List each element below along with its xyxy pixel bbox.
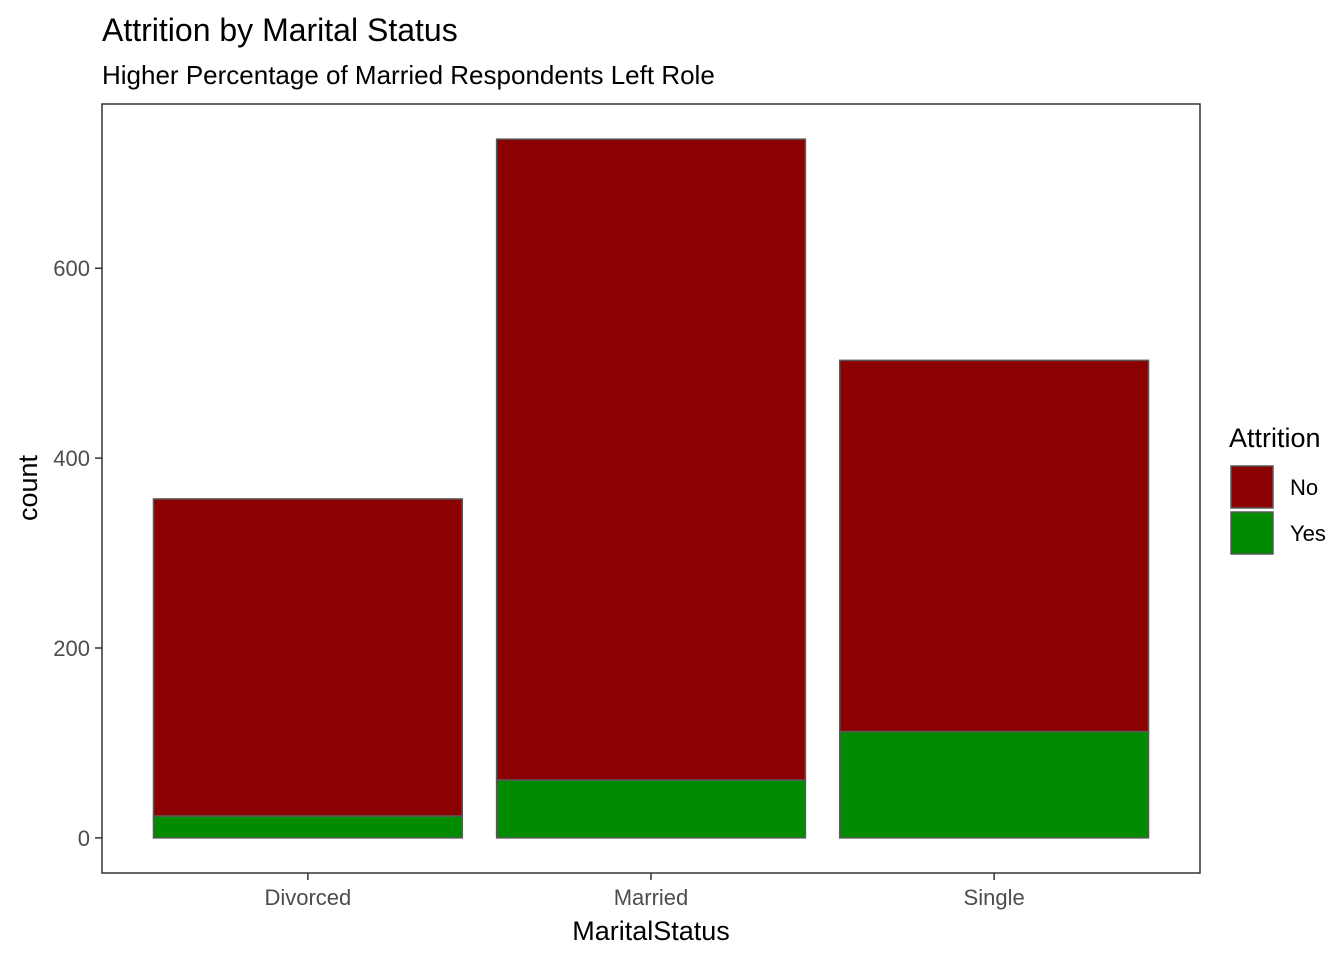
bar-divorced-yes (152, 815, 464, 839)
legend: Attrition No Yes (1229, 423, 1326, 555)
y-tick-label: 400 (53, 446, 90, 471)
y-tick-label: 0 (78, 826, 90, 851)
x-axis: Divorced Married Single (264, 873, 1025, 910)
chart-title: Attrition by Marital Status (102, 12, 458, 48)
x-tick-label-married: Married (614, 885, 689, 910)
bar-married-no (495, 138, 807, 781)
y-tick-label: 600 (53, 256, 90, 281)
y-tick-label: 200 (53, 636, 90, 661)
legend-label-yes: Yes (1290, 521, 1326, 546)
legend-key-no (1230, 465, 1274, 509)
x-tick-label-single: Single (964, 885, 1025, 910)
bar-divorced-no (152, 498, 464, 817)
y-axis: 0 200 400 600 (53, 256, 102, 851)
legend-key-yes (1230, 511, 1274, 555)
legend-title: Attrition (1229, 423, 1321, 453)
bar-single-yes (838, 730, 1150, 839)
chart-subtitle: Higher Percentage of Married Respondents… (102, 60, 715, 90)
legend-label-no: No (1290, 475, 1318, 500)
bars-layer (152, 138, 1150, 839)
x-tick-label-divorced: Divorced (264, 885, 351, 910)
x-axis-title: MaritalStatus (572, 916, 730, 946)
bar-married-yes (495, 779, 807, 839)
y-axis-title: count (13, 454, 43, 521)
bar-single-no (838, 359, 1150, 733)
